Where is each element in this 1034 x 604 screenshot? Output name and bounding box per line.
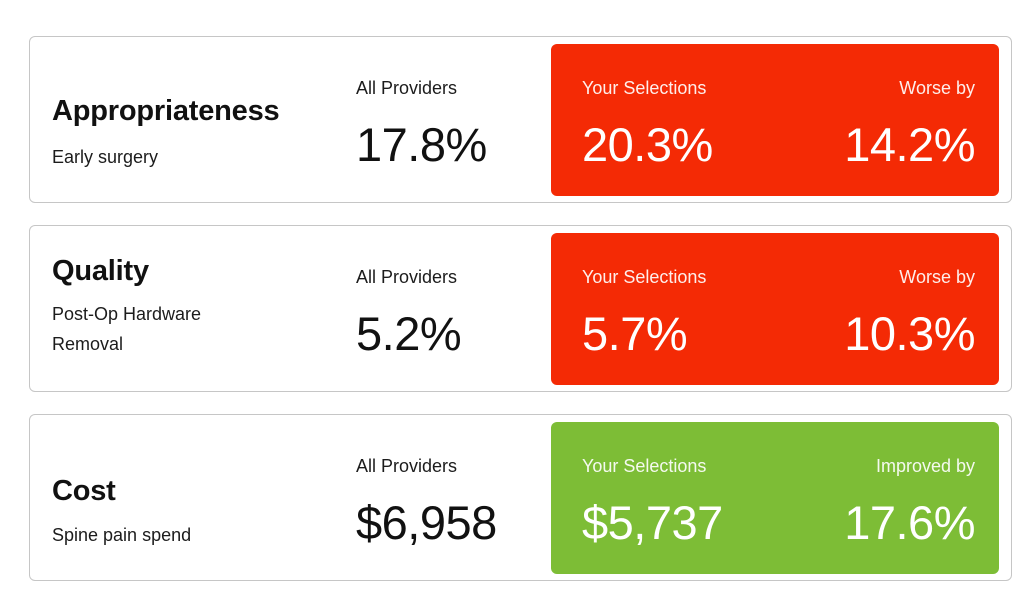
comparison-value: 10.3% (844, 307, 975, 360)
your-selections-value: 5.7% (582, 307, 688, 360)
comparison-label: Improved by (875, 456, 975, 476)
metric-subtitle: Post-Op Hardware Removal (52, 304, 202, 354)
selection-panel: Your Selections Improved by $5,737 17.6% (551, 422, 999, 574)
your-selections-value: $5,737 (582, 496, 723, 549)
metric-subtitle: Spine pain spend (52, 525, 192, 545)
metric-card-appropriateness: Appropriateness Early surgery All Provid… (29, 36, 1012, 203)
all-providers-value: $6,958 (356, 496, 497, 549)
all-providers-label: All Providers (356, 456, 458, 476)
your-selections-label: Your Selections (582, 78, 707, 98)
metric-card-cost: Cost Spine pain spend All Providers $6,9… (29, 414, 1012, 581)
selection-panel: Your Selections Worse by 5.7% 10.3% (551, 233, 999, 385)
all-providers-value: 17.8% (356, 118, 487, 171)
comparison-label: Worse by (899, 267, 975, 287)
your-selections-value: 20.3% (582, 118, 713, 171)
comparison-value: 14.2% (844, 118, 975, 171)
metric-title: Appropriateness (52, 95, 280, 127)
your-selections-label: Your Selections (582, 267, 707, 287)
comparison-label: Worse by (899, 78, 975, 98)
selection-panel: Your Selections Worse by 20.3% 14.2% (551, 44, 999, 196)
all-providers-label: All Providers (356, 267, 458, 287)
comparison-value: 17.6% (844, 496, 975, 549)
metric-title: Quality (52, 255, 149, 287)
metric-subtitle: Early surgery (52, 147, 159, 167)
metric-title: Cost (52, 475, 116, 507)
all-providers-label: All Providers (356, 78, 458, 98)
all-providers-value: 5.2% (356, 307, 462, 360)
metric-card-quality: Quality Post-Op Hardware Removal All Pro… (29, 225, 1012, 392)
your-selections-label: Your Selections (582, 456, 707, 476)
